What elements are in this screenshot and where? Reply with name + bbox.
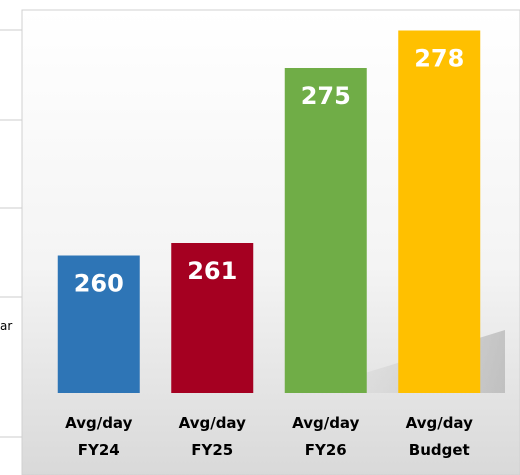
bar: [284, 68, 367, 393]
x-tick-label: Avg/day: [65, 414, 132, 432]
x-tick-label: Avg/day: [292, 414, 359, 432]
x-tick-label: Budget: [409, 441, 470, 459]
bar: [57, 255, 140, 393]
x-tick-label: FY26: [305, 441, 347, 459]
data-label: 278: [414, 45, 464, 73]
x-tick-label: Avg/day: [406, 414, 473, 432]
x-tick-label: FY25: [191, 441, 233, 459]
plot: 260 Avg/day FY24 261 Avg/day FY25 275 Avg/day FY…: [57, 30, 481, 459]
bar: [171, 243, 254, 393]
background-page: ar: [0, 29, 22, 438]
x-tick-label: Avg/day: [179, 414, 246, 432]
data-label: 261: [187, 257, 237, 285]
data-label: 275: [301, 82, 351, 110]
data-label: 260: [74, 270, 124, 298]
x-tick-label: FY24: [78, 441, 120, 459]
fragment-text: ar: [0, 319, 12, 333]
bar: [398, 30, 481, 393]
